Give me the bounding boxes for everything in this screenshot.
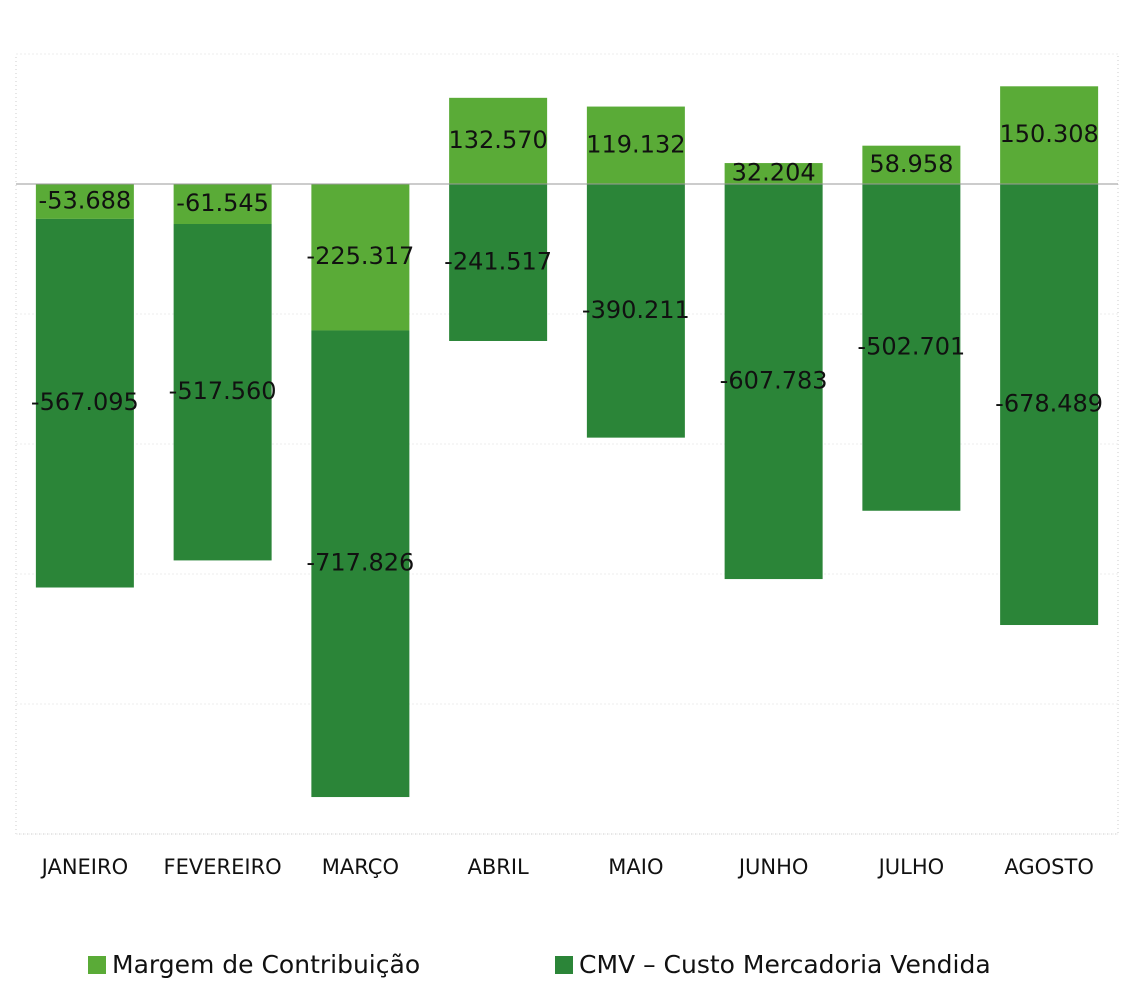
data-label: -717.826 (306, 549, 414, 577)
x-tick-label: JANEIRO (40, 855, 128, 879)
bar (311, 330, 410, 798)
data-label: -502.701 (857, 332, 965, 360)
legend-label: CMV – Custo Mercadoria Vendida (579, 950, 991, 979)
x-tick-label: JULHO (877, 855, 945, 879)
bar (449, 184, 548, 341)
x-tick-label: FEVEREIRO (164, 855, 282, 879)
data-label: -241.517 (444, 247, 552, 275)
legend-swatch (88, 956, 106, 974)
bar (311, 184, 410, 331)
bar (1000, 86, 1099, 184)
data-label: 119.132 (586, 130, 685, 158)
data-label: -61.545 (176, 189, 269, 217)
data-label: -607.783 (720, 367, 828, 395)
x-tick-label: ABRIL (467, 855, 529, 879)
bar (586, 106, 685, 184)
bar (862, 145, 961, 184)
bar (862, 184, 961, 511)
x-tick-label: MAIO (608, 855, 663, 879)
bar (35, 218, 134, 588)
data-label: -678.489 (995, 390, 1103, 418)
x-tick-label: AGOSTO (1004, 855, 1094, 879)
bar (1000, 184, 1099, 626)
x-tick-label: JUNHO (737, 855, 809, 879)
data-label: 132.570 (449, 126, 548, 154)
data-label: 32.204 (732, 159, 816, 187)
bar (724, 184, 823, 580)
bar (173, 184, 272, 225)
data-label: -517.560 (169, 377, 277, 405)
x-tick-label: MARÇO (322, 855, 399, 879)
data-label: -225.317 (306, 242, 414, 270)
bar (173, 224, 272, 561)
data-label: -390.211 (582, 296, 690, 324)
legend-label: Margem de Contribuição (112, 950, 420, 979)
bar (449, 97, 548, 184)
bar (586, 184, 685, 438)
data-label: -53.688 (39, 186, 132, 214)
data-label: -567.095 (31, 388, 139, 416)
legend-swatch (555, 956, 573, 974)
data-label: 150.308 (1000, 120, 1099, 148)
bar (35, 184, 134, 219)
data-label: 58.958 (869, 150, 953, 178)
bar (724, 163, 823, 184)
